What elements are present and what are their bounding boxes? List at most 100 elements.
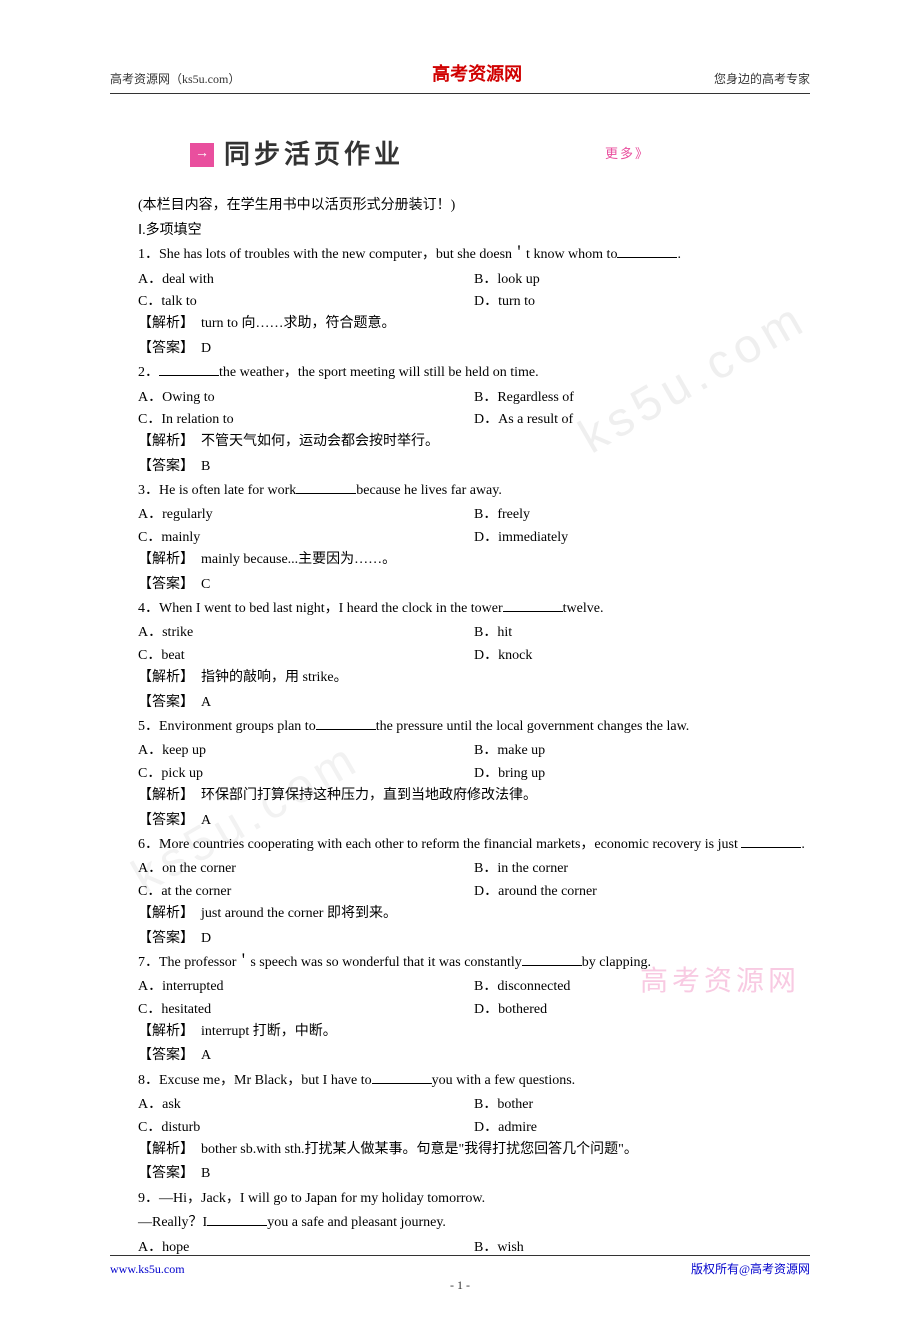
- question-stem: 2．the weather，the sport meeting will sti…: [110, 362, 810, 384]
- title-left-group: → 同步活页作业: [190, 134, 404, 176]
- q-text-post: by clapping.: [582, 955, 651, 970]
- analysis-text: 【解析】 指钟的敲响，用 strike。: [110, 667, 810, 689]
- q-num: 3: [138, 483, 145, 498]
- banner-title: 同步活页作业: [224, 134, 404, 176]
- q-num: 4: [138, 601, 145, 616]
- answer-text: 【答案】 A: [110, 810, 810, 832]
- blank-icon: [207, 1212, 267, 1226]
- choices-row: A．Owing to B．Regardless of C．In relation…: [110, 387, 810, 432]
- choice-b: B．make up: [474, 740, 810, 762]
- intro-text: (本栏目内容，在学生用书中以活页形式分册装订！): [110, 195, 810, 217]
- choice-b: B．freely: [474, 504, 810, 526]
- choice-d: D．bothered: [474, 999, 810, 1021]
- header-left-text: 高考资源网（ks5u.com）: [110, 70, 240, 89]
- choice-a: A．regularly: [138, 504, 474, 526]
- choice-b: B．Regardless of: [474, 387, 810, 409]
- question-stem: 3．He is often late for work because he li…: [110, 480, 810, 502]
- choice-d: D．turn to: [474, 291, 810, 313]
- choice-a: A．Owing to: [138, 387, 474, 409]
- blank-icon: [741, 834, 801, 848]
- choice-d: D．As a result of: [474, 409, 810, 431]
- choice-d: D．bring up: [474, 763, 810, 785]
- analysis-text: 【解析】 turn to 向……求助，符合题意。: [110, 313, 810, 335]
- q-text-post: because he lives far away.: [356, 483, 502, 498]
- choice-c: C．hesitated: [138, 999, 474, 1021]
- q-text-post: the pressure until the local government …: [376, 719, 690, 734]
- choice-c: C．In relation to: [138, 409, 474, 431]
- choices-row: A．keep up B．make up C．pick up D．bring up: [110, 740, 810, 785]
- analysis-text: 【解析】 bother sb.with sth.打扰某人做某事。句意是"我得打扰…: [110, 1139, 810, 1161]
- q-text-pre: ．The professor＇s speech was so wonderful…: [145, 955, 522, 970]
- q-text-pre: ．: [145, 365, 159, 380]
- choice-b: B．disconnected: [474, 976, 810, 998]
- question-stem: 9．—Hi，Jack，I will go to Japan for my hol…: [110, 1188, 810, 1210]
- blank-icon: [503, 598, 563, 612]
- q-text-pre: ．Excuse me，Mr Black，but I have to: [145, 1073, 372, 1088]
- answer-text: 【答案】 A: [110, 1045, 810, 1067]
- choices-row: A．regularly B．freely C．mainly D．immediat…: [110, 504, 810, 549]
- section-label: Ⅰ.多项填空: [110, 220, 810, 242]
- answer-text: 【答案】 D: [110, 928, 810, 950]
- footer-url[interactable]: www.ks5u.com: [110, 1260, 185, 1279]
- q-text-pre: ．Environment groups plan to: [145, 719, 316, 734]
- choices-row: A．ask B．bother C．disturb D．admire: [110, 1094, 810, 1139]
- q-text-pre: ．When I went to bed last night，I heard t…: [145, 601, 503, 616]
- q-num: 2: [138, 365, 145, 380]
- choice-d: D．immediately: [474, 527, 810, 549]
- choice-a: A．ask: [138, 1094, 474, 1116]
- header-center-text: 高考资源网: [432, 60, 522, 89]
- choice-b: B．hit: [474, 622, 810, 644]
- q-num: 1: [138, 247, 145, 262]
- page-container: 高考资源网（ks5u.com） 高考资源网 您身边的高考专家 ks5u.com …: [0, 0, 920, 1319]
- analysis-text: 【解析】 不管天气如何，运动会都会按时举行。: [110, 431, 810, 453]
- more-link[interactable]: 更多》: [605, 144, 650, 165]
- blank-icon: [316, 716, 376, 730]
- q-text-pre: ．She has lots of troubles with the new c…: [145, 247, 617, 262]
- blank-icon: [159, 362, 219, 376]
- q-text-full: ．More countries cooperating with each ot…: [145, 837, 741, 852]
- choice-d: D．admire: [474, 1117, 810, 1139]
- q-text-post: .: [801, 837, 805, 852]
- choice-a: A．on the corner: [138, 858, 474, 880]
- question-stem-line2: —Really？Iyou a safe and pleasant journey…: [110, 1212, 810, 1234]
- questions-list: 1．She has lots of troubles with the new …: [110, 244, 810, 1259]
- q-text-post: .: [677, 247, 681, 262]
- answer-text: 【答案】 A: [110, 692, 810, 714]
- analysis-text: 【解析】 环保部门打算保持这种压力，直到当地政府修改法律。: [110, 785, 810, 807]
- choice-a: A．deal with: [138, 269, 474, 291]
- blank-icon: [296, 480, 356, 494]
- choice-c: C．talk to: [138, 291, 474, 313]
- footer-copyright: 版权所有@高考资源网: [691, 1260, 810, 1279]
- blank-icon: [522, 952, 582, 966]
- choice-c: C．at the corner: [138, 881, 474, 903]
- choice-c: C．beat: [138, 645, 474, 667]
- choice-c: C．pick up: [138, 763, 474, 785]
- header-brand: 高考资源网: [432, 64, 522, 84]
- q-line1: ．—Hi，Jack，I will go to Japan for my holi…: [145, 1191, 485, 1206]
- choice-b: B．look up: [474, 269, 810, 291]
- page-footer: www.ks5u.com - 1 - 版权所有@高考资源网: [110, 1255, 810, 1279]
- q-text-pre: ．He is often late for work: [145, 483, 296, 498]
- q-num: 5: [138, 719, 145, 734]
- q-num: 8: [138, 1073, 145, 1088]
- answer-text: 【答案】 B: [110, 1163, 810, 1185]
- header-right-text: 您身边的高考专家: [714, 70, 810, 89]
- question-stem: 1．She has lots of troubles with the new …: [110, 244, 810, 266]
- q-line2-post: you a safe and pleasant journey.: [267, 1215, 446, 1230]
- answer-text: 【答案】 B: [110, 456, 810, 478]
- answer-text: 【答案】 C: [110, 574, 810, 596]
- analysis-text: 【解析】 interrupt 打断，中断。: [110, 1021, 810, 1043]
- q-num: 7: [138, 955, 145, 970]
- question-stem: 5．Environment groups plan to the pressure…: [110, 716, 810, 738]
- answer-text: 【答案】 D: [110, 338, 810, 360]
- question-stem: 6．More countries cooperating with each o…: [110, 834, 810, 856]
- choice-b: B．in the corner: [474, 858, 810, 880]
- q-text-post: twelve.: [563, 601, 604, 616]
- question-stem: 7．The professor＇s speech was so wonderfu…: [110, 952, 810, 974]
- choice-c: C．disturb: [138, 1117, 474, 1139]
- choices-row: A．on the corner B．in the corner C．at the…: [110, 858, 810, 903]
- choice-a: A．keep up: [138, 740, 474, 762]
- analysis-text: 【解析】 mainly because...主要因为……。: [110, 549, 810, 571]
- analysis-text: 【解析】 just around the corner 即将到来。: [110, 903, 810, 925]
- choices-row: A．deal with B．look up C．talk to D．turn t…: [110, 269, 810, 314]
